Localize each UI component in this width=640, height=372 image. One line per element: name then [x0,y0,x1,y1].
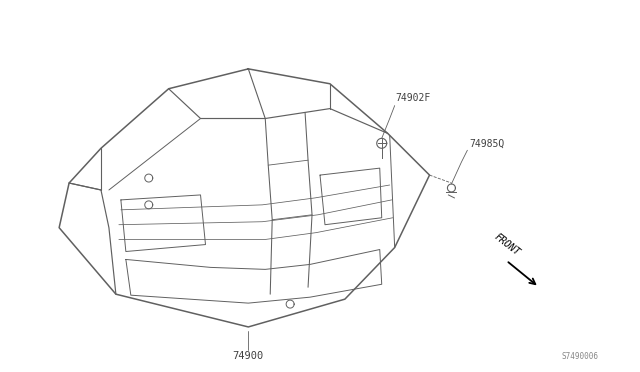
Text: 74902F: 74902F [396,93,431,103]
Text: 74985Q: 74985Q [469,138,504,148]
Text: FRONT: FRONT [492,231,522,257]
Text: 74900: 74900 [233,351,264,361]
Text: S7490006: S7490006 [562,352,599,361]
